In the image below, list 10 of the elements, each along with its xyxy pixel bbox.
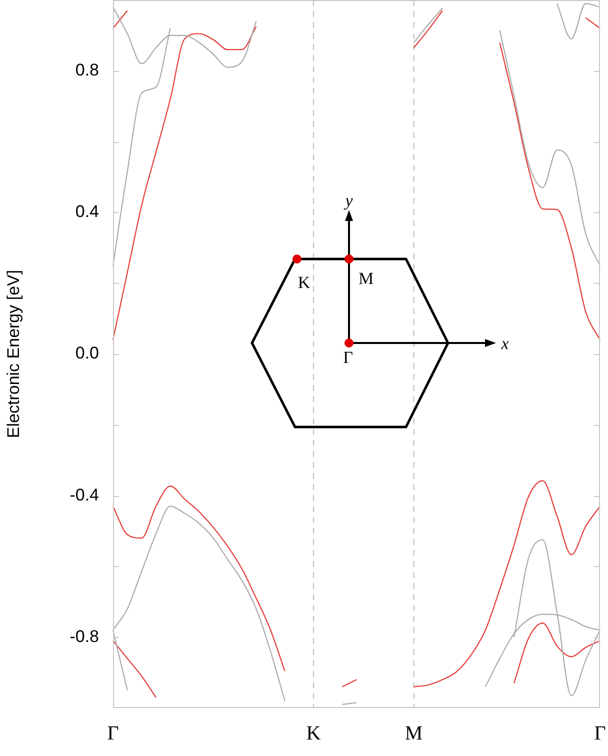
- y-tick-label: 0.0: [75, 344, 99, 363]
- y-tick-label: 0.8: [75, 60, 99, 80]
- y-axis-title: Electronic Energy [eV]: [4, 270, 23, 438]
- x-tick-label: M: [404, 722, 423, 744]
- y-tick-label: -0.4: [70, 485, 99, 504]
- x-tick-label: Γ: [594, 722, 606, 744]
- x-tick-label: K: [306, 722, 322, 744]
- x-tick-label: Γ: [107, 722, 119, 744]
- y-tick-label: 0.4: [75, 202, 99, 222]
- y-tick-label: -0.8: [70, 626, 99, 646]
